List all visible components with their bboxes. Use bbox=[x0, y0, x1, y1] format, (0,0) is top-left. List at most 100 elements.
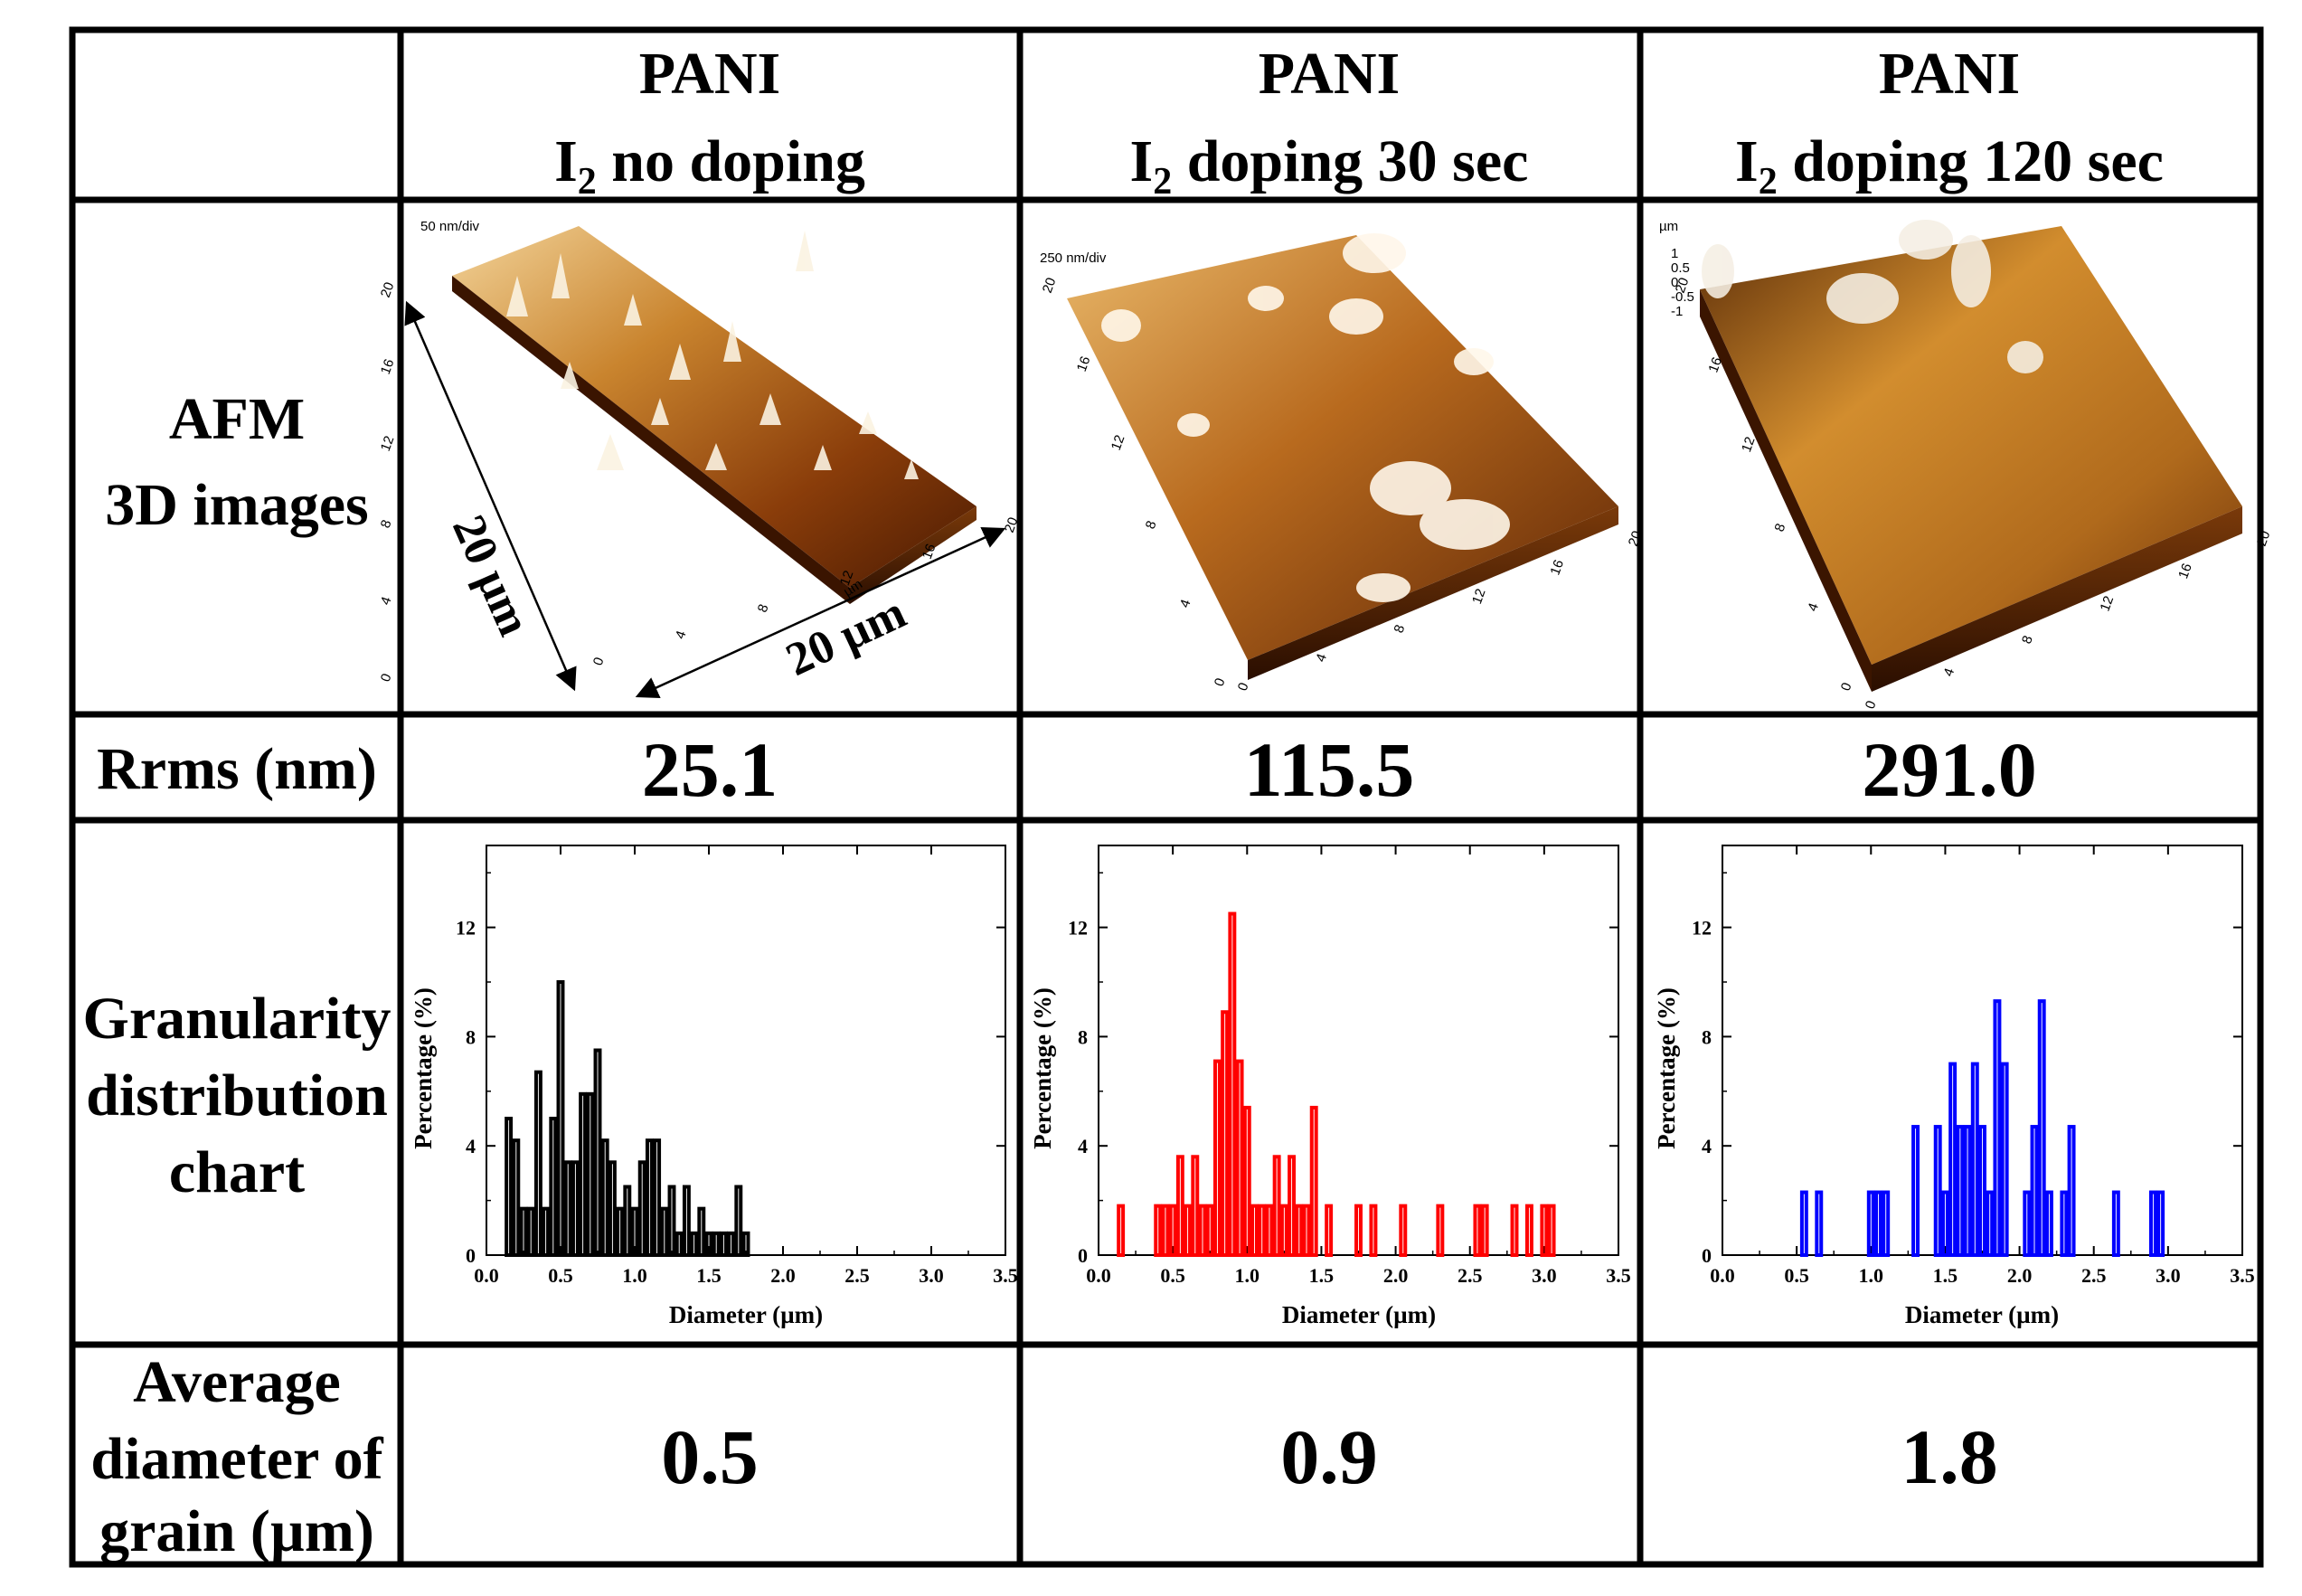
afm-xtick: 12 bbox=[1469, 587, 1489, 606]
y-tick-label: 0 bbox=[1078, 1244, 1088, 1267]
histogram-bar bbox=[1940, 1190, 1949, 1258]
histogram-bar bbox=[1302, 1204, 1311, 1258]
histogram-bar bbox=[1198, 1204, 1207, 1258]
row-label-rrms: Rrms (nm) bbox=[97, 736, 377, 802]
row-label-average-3: grain (µm) bbox=[99, 1498, 374, 1564]
header-col3-line2: I2 doping 120 sec bbox=[1735, 128, 2164, 203]
histogram-bar bbox=[734, 1185, 743, 1257]
header-col1-line1: PANI bbox=[639, 41, 780, 107]
afm-xtick: 4 bbox=[1940, 666, 1958, 679]
afm-ztick: 1 bbox=[1671, 246, 1678, 261]
y-axis-label: Percentage (%) bbox=[410, 987, 437, 1149]
afm-ytick: 0 bbox=[1212, 676, 1229, 689]
x-tick-label: 0.5 bbox=[1784, 1264, 1809, 1287]
histogram-bar bbox=[593, 1048, 602, 1257]
afm-surface-3 bbox=[1700, 226, 2242, 665]
histogram-bar bbox=[2148, 1190, 2157, 1258]
afm-zscale-1: 50 nm/div bbox=[420, 219, 480, 234]
y-tick-label: 12 bbox=[1068, 917, 1088, 940]
x-tick-label: 1.0 bbox=[1235, 1264, 1260, 1287]
histogram-bar bbox=[660, 1206, 669, 1258]
x-tick-label: 1.5 bbox=[1309, 1264, 1335, 1287]
rrms-value-col3: 291.0 bbox=[1862, 726, 2037, 813]
x-tick-label: 2.5 bbox=[844, 1264, 870, 1287]
afm-zscale-3: µm bbox=[1659, 219, 1678, 234]
histogram-bar bbox=[1911, 1125, 1920, 1258]
afm-ztick: 0 bbox=[1671, 275, 1678, 290]
afm-ytick: 0 bbox=[1838, 681, 1855, 694]
histogram-bar bbox=[1524, 1204, 1533, 1258]
x-axis-label: Diameter (µm) bbox=[669, 1301, 823, 1328]
row-label-granularity-1: Granularity bbox=[83, 986, 392, 1052]
header-col2-line2: I2 doping 30 sec bbox=[1130, 128, 1529, 203]
histogram-bar bbox=[2044, 1190, 2053, 1258]
y-axis-label: Percentage (%) bbox=[1653, 987, 1680, 1149]
histogram-col2: 0.0 0.5 1.0 1.5 2.0 2.5 3.0 3.5 0 4 8 12 Diameter (µ… bbox=[1029, 845, 1631, 1328]
histogram-bar bbox=[1369, 1204, 1378, 1258]
histogram-bar bbox=[1191, 1155, 1200, 1258]
row-label-average-1: Average bbox=[133, 1349, 341, 1415]
x-tick-label: 1.5 bbox=[696, 1264, 722, 1287]
histogram-bar bbox=[630, 1206, 639, 1258]
histogram-bar bbox=[637, 1160, 646, 1257]
histogram-bar bbox=[1221, 1010, 1230, 1257]
histogram-bar bbox=[1473, 1204, 1482, 1258]
histogram-bar bbox=[682, 1185, 691, 1257]
afm-ytick: 20 bbox=[378, 280, 398, 299]
afm-ytick: 0 bbox=[378, 672, 395, 685]
histogram-bar bbox=[616, 1206, 625, 1258]
x-tick-label: 1.0 bbox=[622, 1264, 647, 1287]
histogram-bar bbox=[697, 1206, 706, 1258]
histogram-bar bbox=[1547, 1204, 1556, 1258]
histogram-bar bbox=[556, 980, 565, 1257]
histogram-bar bbox=[586, 1091, 595, 1257]
x-tick-label: 1.0 bbox=[1859, 1264, 1884, 1287]
x-tick-label: 1.5 bbox=[1933, 1264, 1958, 1287]
x-tick-label: 3.5 bbox=[2230, 1264, 2255, 1287]
x-tick-label: 2.0 bbox=[770, 1264, 796, 1287]
histogram-bar bbox=[571, 1160, 580, 1257]
histogram-bar bbox=[1436, 1204, 1445, 1258]
y-tick-label: 12 bbox=[456, 917, 476, 940]
y-tick-label: 0 bbox=[1702, 1244, 1712, 1267]
x-tick-label: 3.0 bbox=[2156, 1264, 2181, 1287]
y-tick-label: 8 bbox=[1078, 1025, 1088, 1048]
x-axis-label: Diameter (µm) bbox=[1905, 1301, 2059, 1328]
histogram-bar bbox=[2023, 1190, 2032, 1258]
histogram-bar bbox=[1117, 1204, 1126, 1258]
histogram-bar bbox=[675, 1231, 684, 1257]
histogram-bar bbox=[1963, 1125, 1972, 1258]
histogram-bar bbox=[1235, 1059, 1244, 1257]
afm-ytick: 20 bbox=[1040, 276, 1060, 295]
histogram-col1: 0.0 0.5 1.0 1.5 2.0 2.5 3.0 3.5 0 4 8 12 Diameter (µ… bbox=[410, 845, 1018, 1328]
histogram-bar bbox=[704, 1231, 713, 1257]
afm-xtick: 16 bbox=[920, 542, 939, 561]
histogram-bar bbox=[1250, 1204, 1259, 1258]
afm-xtick: 20 bbox=[1626, 529, 1646, 548]
histogram-bar bbox=[1948, 1062, 1958, 1257]
afm-xtick: 16 bbox=[1547, 558, 1567, 577]
histogram-bar bbox=[608, 1160, 617, 1257]
afm-xtick: 12 bbox=[2098, 594, 2118, 613]
histogram-col3: 0.0 0.5 1.0 1.5 2.0 2.5 3.0 3.5 0 4 8 12 Diameter (µ… bbox=[1653, 845, 2255, 1328]
row-label-afm-1: AFM bbox=[169, 386, 305, 452]
afm-ytick: 16 bbox=[1705, 355, 1725, 374]
histogram-bar bbox=[542, 1206, 551, 1258]
afm-image-3: µm bbox=[1659, 219, 2242, 692]
afm-xtick: 0 bbox=[1863, 699, 1880, 712]
header-col1: PANI I2 no doping bbox=[554, 41, 865, 203]
x-tick-label: 0.0 bbox=[1710, 1264, 1735, 1287]
afm-ytick: 20 bbox=[1673, 276, 1693, 295]
x-tick-label: 3.5 bbox=[1606, 1264, 1631, 1287]
y-tick-label: 8 bbox=[1702, 1025, 1712, 1048]
histogram-bar bbox=[1161, 1204, 1170, 1258]
header-col3-line1: PANI bbox=[1879, 41, 2020, 107]
histogram-bar bbox=[519, 1206, 528, 1258]
afm-front-3 bbox=[1700, 289, 1872, 692]
y-axis-label: Percentage (%) bbox=[1029, 987, 1056, 1149]
afm-side-3 bbox=[1872, 506, 2242, 692]
histogram-bar bbox=[1510, 1204, 1519, 1258]
afm-xtick: 4 bbox=[1313, 652, 1330, 665]
histogram-bar bbox=[579, 1091, 588, 1257]
histogram-bar bbox=[1399, 1204, 1408, 1258]
